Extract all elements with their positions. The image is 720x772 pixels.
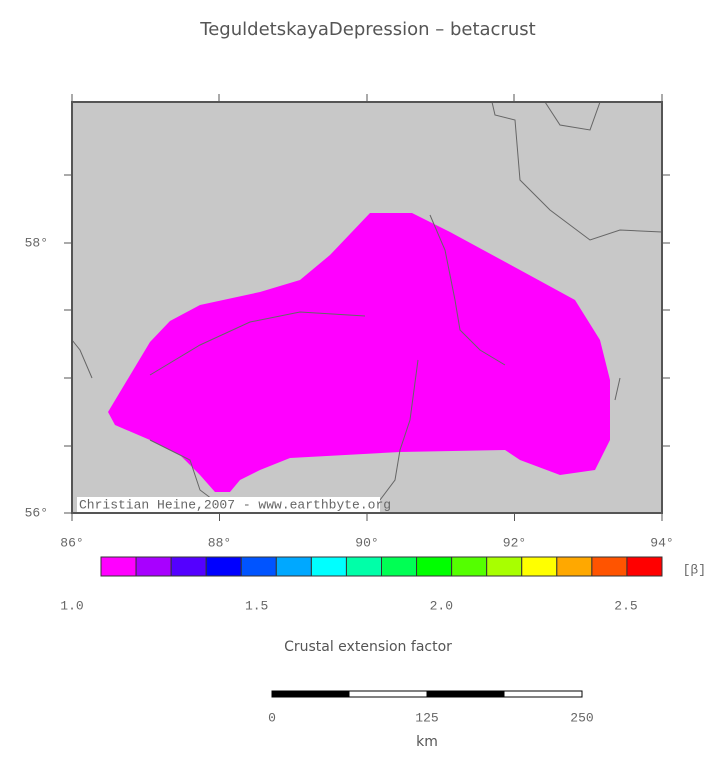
color-swatch [345,556,382,577]
color-swatch [381,556,418,577]
lon-label: 94° [650,535,673,550]
river [614,377,621,401]
color-swatch [240,556,277,577]
scale-unit: km [416,734,438,750]
river [491,101,663,241]
lon-label: 92° [503,535,526,550]
scale-segment [503,690,583,698]
scale-label: 0 [268,710,276,725]
scale-bar [271,690,583,698]
color-swatch [591,556,628,577]
credit: Christian Heine,2007 - www.earthbyte.org [79,497,391,512]
color-swatch [135,556,172,577]
color-swatch [556,556,593,577]
river [149,311,366,376]
color-swatch [275,556,312,577]
color-swatch [310,556,347,577]
colorbar-title: Crustal extension factor [284,639,452,655]
frame-ticks [64,94,670,447]
color-swatch [170,556,207,577]
colorbar-label: 1.5 [245,598,268,613]
basin-region [108,213,610,492]
river [379,359,419,501]
colorbar: 1.0 1.5 2.0 2.5 [β] [60,556,706,613]
lon-label: 88° [208,535,231,550]
colorbar-label: 2.0 [430,598,453,613]
river [71,339,93,379]
color-swatch [626,556,663,577]
scale-segment [348,690,428,698]
color-swatch [205,556,242,577]
color-swatch [416,556,453,577]
color-swatch [100,556,137,577]
river [429,214,506,366]
title: TeguldetskayaDepression – betacrust [199,19,535,40]
lat-label: 58° [25,235,48,250]
scale-label: 250 [570,710,593,725]
colorbar-label: 1.0 [60,598,83,613]
color-swatch [521,556,558,577]
scale-segment [271,690,350,698]
river [544,101,601,131]
scale-segment [426,690,505,698]
color-swatch [486,556,523,577]
lon-label: 86° [60,535,83,550]
lat-label: 56° [25,505,48,520]
colorbar-label: 2.5 [614,598,637,613]
scale-label: 125 [415,710,438,725]
colorbar-unit: [β] [683,562,706,577]
axis-labels: 58° 56° 86° 88° 90° 92° 94° [25,235,674,550]
credit-box [77,497,380,512]
color-swatch [451,556,488,577]
lon-label: 90° [355,535,378,550]
